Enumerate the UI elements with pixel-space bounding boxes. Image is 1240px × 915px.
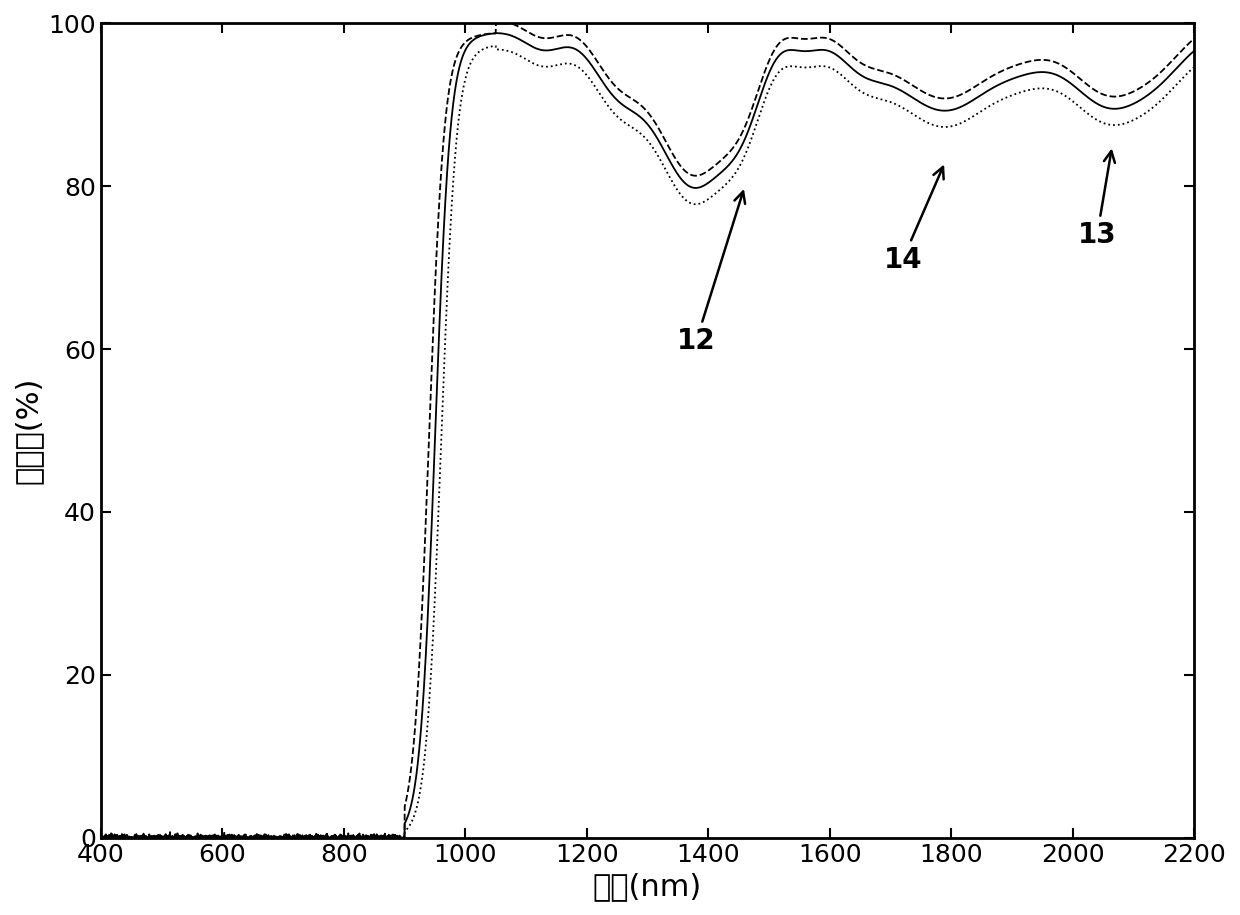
Text: 14: 14	[883, 167, 944, 274]
X-axis label: 波长(nm): 波长(nm)	[593, 872, 702, 901]
Text: 13: 13	[1078, 151, 1116, 249]
Y-axis label: 透射率(%): 透射率(%)	[14, 377, 43, 484]
Text: 12: 12	[677, 191, 745, 355]
